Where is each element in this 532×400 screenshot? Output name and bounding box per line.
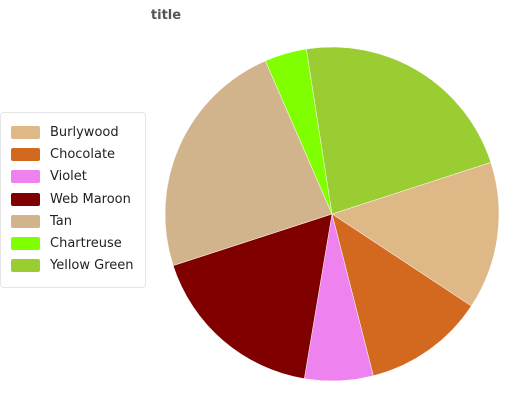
pie-slice-yellow-green bbox=[306, 46, 492, 215]
legend-item-burlywood: Burlywood bbox=[11, 121, 145, 143]
legend-label: Web Maroon bbox=[50, 191, 131, 207]
legend-swatch bbox=[11, 237, 40, 251]
legend-label: Yellow Green bbox=[50, 258, 134, 274]
pie-slice-tan bbox=[164, 60, 333, 266]
legend-label: Tan bbox=[50, 213, 72, 229]
pie-slice-chocolate bbox=[331, 213, 472, 377]
legend-swatch bbox=[11, 170, 40, 184]
pie-slice-burlywood bbox=[331, 162, 500, 307]
chart-title: title bbox=[150, 8, 182, 23]
legend-item-chartreuse: Chartreuse bbox=[11, 232, 145, 254]
pie-slice-web-maroon bbox=[172, 213, 333, 379]
legend-item-yellow-green: Yellow Green bbox=[11, 255, 145, 277]
legend-item-violet: Violet bbox=[11, 166, 145, 188]
legend-label: Burlywood bbox=[50, 124, 119, 140]
legend-swatch bbox=[11, 147, 40, 161]
legend-swatch bbox=[11, 125, 40, 139]
legend-item-web-maroon: Web Maroon bbox=[11, 188, 145, 210]
legend-label: Violet bbox=[50, 169, 87, 185]
legend-swatch bbox=[11, 214, 40, 228]
legend-item-chocolate: Chocolate bbox=[11, 143, 145, 165]
legend-swatch bbox=[11, 259, 40, 273]
legend: Burlywood Chocolate Violet Web Maroon Tan Cha… bbox=[0, 112, 146, 288]
legend-label: Chocolate bbox=[50, 146, 116, 162]
legend-item-tan: Tan bbox=[11, 210, 145, 232]
legend-label: Chartreuse bbox=[50, 236, 122, 252]
legend-swatch bbox=[11, 192, 40, 206]
